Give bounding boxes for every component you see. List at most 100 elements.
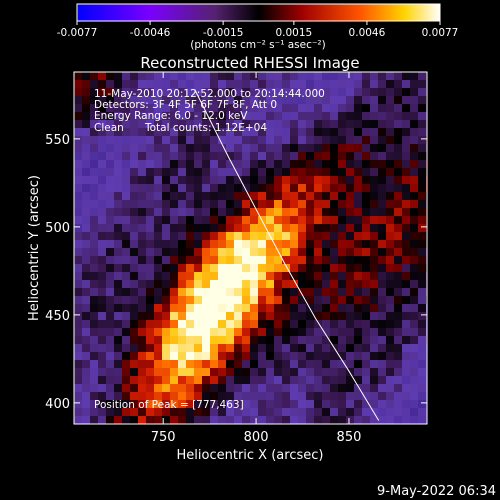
heatmap-cell [170,112,178,120]
heatmap-cell [274,288,282,296]
heatmap-cell [370,112,378,120]
heatmap-cell [154,280,162,288]
heatmap-cell [250,200,258,208]
heatmap-cell [418,152,426,160]
heatmap-cell [106,400,114,408]
heatmap-cell [106,160,114,168]
heatmap-cell [138,176,146,184]
heatmap-cell [218,176,226,184]
heatmap-cell [410,200,418,208]
heatmap-cell [266,408,274,416]
heatmap-cell [370,160,378,168]
heatmap-cell [122,240,130,248]
heatmap-cell [154,288,162,296]
heatmap-cell [290,376,298,384]
heatmap-cell [290,184,298,192]
heatmap-cell [354,216,362,224]
heatmap-cell [306,344,314,352]
heatmap-cell [106,288,114,296]
heatmap-cell [154,304,162,312]
heatmap-cell [162,272,170,280]
heatmap-cell [82,312,90,320]
heatmap-cell [114,248,122,256]
heatmap-cell [106,72,114,80]
heatmap-cell [306,392,314,400]
heatmap-cell [194,112,202,120]
heatmap-cell [194,152,202,160]
heatmap-cell [250,152,258,160]
heatmap-cell [346,104,354,112]
heatmap-cell [354,200,362,208]
heatmap-cell [290,96,298,104]
heatmap-cell [202,128,210,136]
heatmap-cell [226,248,234,256]
heatmap-cell [242,72,250,80]
heatmap-cell [266,272,274,280]
heatmap-cell [250,240,258,248]
heatmap-cell [298,224,306,232]
heatmap-cell [394,336,402,344]
heatmap-cell [338,240,346,248]
heatmap-cell [218,192,226,200]
heatmap-cell [394,320,402,328]
heatmap-cell [106,224,114,232]
heatmap-cell [418,136,426,144]
heatmap-cell [210,168,218,176]
heatmap-cell [330,280,338,288]
heatmap-cell [258,248,266,256]
heatmap-cell [306,104,314,112]
heatmap-cell [146,96,154,104]
heatmap-cell [282,192,290,200]
heatmap-cell [362,392,370,400]
heatmap-cell [250,264,258,272]
heatmap-cell [250,272,258,280]
heatmap-cell [170,344,178,352]
heatmap-cell [210,72,218,80]
heatmap-cell [74,328,82,336]
heatmap-cell [338,112,346,120]
heatmap-cell [266,264,274,272]
heatmap-cell [186,128,194,136]
heatmap-cell [378,208,386,216]
heatmap-cell [186,120,194,128]
heatmap-cell [194,256,202,264]
heatmap-cell [146,144,154,152]
heatmap-cell [370,352,378,360]
heatmap-cell [362,200,370,208]
heatmap-cell [202,272,210,280]
heatmap-cell [250,192,258,200]
heatmap-cell [186,376,194,384]
heatmap-cell [378,272,386,280]
heatmap-cell [394,208,402,216]
heatmap-cell [362,128,370,136]
heatmap-cell [266,368,274,376]
heatmap-cell [170,96,178,104]
heatmap-cell [370,336,378,344]
heatmap-cell [98,216,106,224]
heatmap-cell [98,320,106,328]
heatmap-cell [202,240,210,248]
heatmap-cell [386,144,394,152]
heatmap-cell [98,416,106,424]
heatmap-cell [354,184,362,192]
heatmap-cell [346,80,354,88]
heatmap-cell [138,328,146,336]
heatmap-cell [386,112,394,120]
heatmap-cell [298,296,306,304]
heatmap-cell [410,312,418,320]
heatmap-cell [402,112,410,120]
heatmap-cell [122,368,130,376]
heatmap-cell [74,320,82,328]
heatmap-cell [402,176,410,184]
heatmap-cell [362,104,370,112]
heatmap-cell [258,152,266,160]
heatmap-cell [410,352,418,360]
heatmap-cell [250,216,258,224]
heatmap-cell [274,376,282,384]
heatmap-cell [210,208,218,216]
heatmap-cell [250,320,258,328]
heatmap-cell [250,160,258,168]
heatmap-cell [202,296,210,304]
heatmap-cell [394,304,402,312]
heatmap-cell [378,264,386,272]
